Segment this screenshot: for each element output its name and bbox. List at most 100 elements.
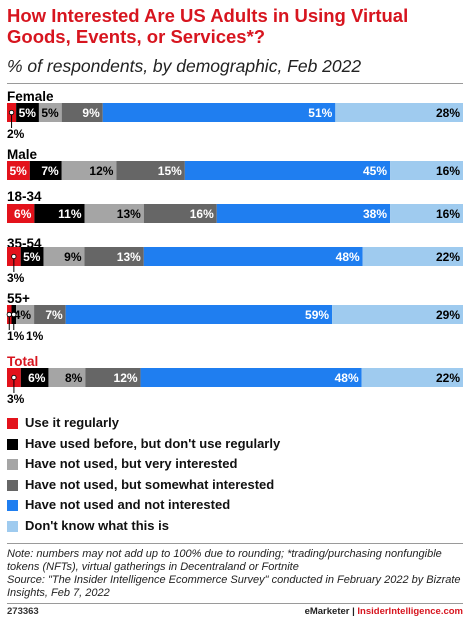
bar-segment [361, 368, 463, 387]
bar-segment [216, 204, 391, 223]
legend-swatch [7, 459, 18, 470]
bar-segment [332, 305, 463, 324]
bar-segment [362, 247, 463, 266]
note-text: Note: numbers may not add up to 100% due… [7, 548, 442, 573]
legend-label: Don't know what this is [25, 517, 169, 533]
bar-segment [43, 247, 85, 266]
bar-segment [84, 204, 144, 223]
data-label: 11% [58, 207, 82, 221]
data-label: 3% [7, 392, 25, 406]
data-label: 59% [305, 308, 329, 322]
brand: eMarketer | InsiderIntelligence.com [305, 606, 463, 617]
data-label: 51% [308, 106, 332, 120]
bar-segment [20, 368, 49, 387]
brand-emarketer: eMarketer [304, 606, 350, 617]
data-label: 8% [65, 371, 83, 385]
legend-swatch [7, 418, 18, 429]
leader-dot [6, 311, 12, 318]
chart-id: 273363 [7, 606, 39, 617]
data-label: 6% [28, 371, 46, 385]
legend-swatch [7, 500, 18, 511]
legend-swatch [7, 520, 18, 532]
bar-segment [38, 103, 62, 122]
chart-note: Note: numbers may not add up to 100% due… [7, 548, 467, 600]
data-label: 22% [436, 250, 460, 264]
data-label: 15% [158, 164, 182, 178]
data-label: 1% [26, 329, 44, 343]
bar-segment [102, 103, 336, 122]
bar-segment [16, 305, 35, 324]
bar-segment [143, 204, 217, 223]
bar-segment [48, 368, 86, 387]
leader-dot [8, 109, 15, 116]
data-label: 5% [23, 250, 41, 264]
bar-segment [61, 103, 103, 122]
data-label: 16% [436, 207, 460, 221]
data-label: 5% [9, 164, 27, 178]
bar-segment [84, 247, 144, 266]
data-label: 6% [14, 207, 32, 221]
data-label: 48% [336, 250, 360, 264]
bar-segment [34, 204, 85, 223]
bar-segment [390, 204, 463, 223]
data-label: 3% [7, 271, 25, 285]
data-label: 22% [436, 371, 460, 385]
bar-segment [390, 161, 463, 180]
legend-swatch [7, 438, 18, 450]
data-label: 9% [64, 250, 82, 264]
data-label: 9% [82, 106, 100, 120]
data-label: 48% [335, 371, 359, 385]
data-label: 4% [14, 308, 32, 322]
legend-label: Have not used, but very interested [25, 456, 238, 471]
bar-segment [143, 247, 363, 266]
bar-segment [34, 305, 66, 324]
leader-dot [11, 253, 17, 260]
category-label: Male [7, 147, 38, 162]
source-text: Source: "The Insider Intelligence Ecomme… [7, 574, 461, 599]
bar-segment [16, 103, 39, 122]
data-label: 2% [7, 127, 25, 141]
data-label: 28% [436, 106, 460, 120]
data-label: 5% [19, 106, 37, 120]
leader-dot [11, 374, 17, 381]
bar-segment [61, 161, 117, 180]
bar-segment [85, 368, 141, 387]
data-label: 7% [41, 164, 59, 178]
category-label: 55+ [7, 291, 30, 306]
brand-insider: InsiderIntelligence.com [357, 606, 463, 617]
legend-label: Have used before, but don't use regularl… [25, 435, 281, 451]
legend-swatch [7, 479, 18, 491]
data-label: 7% [45, 308, 63, 322]
data-label: 1% [7, 329, 25, 343]
top-divider [7, 83, 463, 84]
data-label: 29% [436, 308, 460, 322]
bar-segment [335, 103, 463, 122]
bar-segment [20, 247, 44, 266]
note-divider [7, 543, 463, 544]
data-label: 13% [117, 207, 141, 221]
data-label: 16% [190, 207, 214, 221]
bar-segment [140, 368, 362, 387]
leader-dot [11, 311, 17, 318]
data-label: 12% [114, 371, 138, 385]
data-label: 5% [41, 106, 59, 120]
chart-subtitle: % of respondents, by demographic, Feb 20… [7, 56, 362, 76]
bar-segment [116, 161, 185, 180]
bar-segment [7, 161, 30, 180]
chart-title: How Interested Are US Adults in Using Vi… [7, 5, 409, 47]
bar-segment [7, 204, 35, 223]
legend-label: Have not used and not interested [25, 497, 231, 512]
legend-label: Use it regularly [25, 415, 119, 430]
data-label: 13% [117, 250, 141, 264]
data-label: 38% [363, 207, 387, 221]
footer: 273363 eMarketer | InsiderIntelligence.c… [7, 606, 463, 620]
category-label: 18-34 [7, 189, 42, 204]
bar-segment [29, 161, 62, 180]
stacked-bar-chart: Female 5% 5% 9% 51% 28% 2% Male 5% 7% 12% 15% 45% 16%… [6, 89, 463, 406]
bar-segment [65, 305, 333, 324]
category-label: Female [7, 89, 54, 104]
data-label: 45% [363, 164, 387, 178]
data-label: 16% [436, 164, 460, 178]
bar-segment [184, 161, 391, 180]
brand-divider: | [349, 606, 358, 617]
